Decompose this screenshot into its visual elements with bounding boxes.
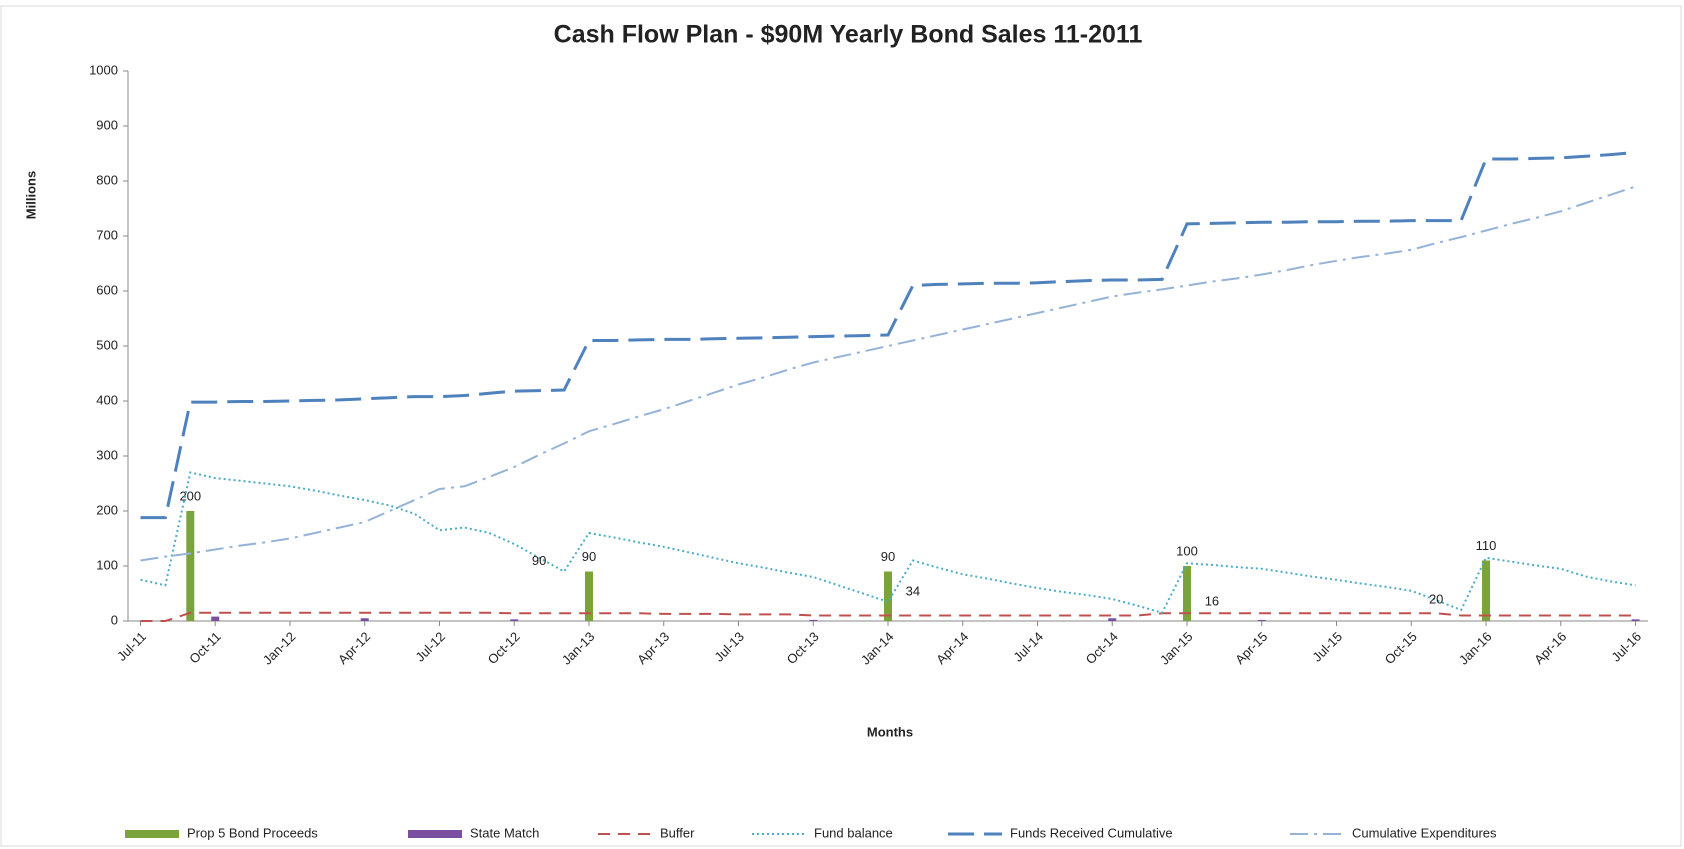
y-tick-label: 600 [96, 282, 118, 297]
y-tick-label: 100 [96, 557, 118, 572]
legend-label: Funds Received Cumulative [1010, 825, 1173, 840]
bar [1631, 619, 1640, 621]
y-tick-label: 1000 [89, 62, 118, 77]
x-axis-title: Months [867, 724, 913, 739]
y-tick-label: 500 [96, 337, 118, 352]
annotation: 34 [906, 584, 920, 599]
bar [360, 618, 369, 621]
bar [1482, 560, 1491, 621]
line-series [140, 471, 1636, 614]
bar [211, 616, 220, 621]
legend-label: Prop 5 Bond Proceeds [187, 825, 318, 840]
legend-label: State Match [470, 825, 539, 840]
data-label: 90 [881, 549, 895, 564]
data-label: 110 [1476, 538, 1497, 553]
y-tick-label: 200 [96, 502, 118, 517]
bar [809, 619, 818, 621]
line-series [140, 150, 1636, 520]
legend-label: Cumulative Expenditures [1352, 825, 1497, 840]
y-tick-label: 700 [96, 227, 118, 242]
y-tick-label: 800 [96, 172, 118, 187]
bar [510, 619, 519, 621]
chart-frame [0, 5, 1682, 847]
data-label: 90 [582, 549, 596, 564]
annotation: 20 [1429, 591, 1443, 606]
data-label: 100 [1176, 543, 1198, 558]
bar [884, 571, 892, 621]
y-tick-label: 900 [96, 117, 118, 132]
legend-swatch [408, 830, 462, 838]
annotation: 90 [532, 553, 546, 568]
data-label: 200 [179, 488, 201, 503]
y-tick-label: 400 [96, 392, 118, 407]
legend-swatch [125, 830, 179, 838]
bar [186, 511, 195, 621]
bar [584, 571, 593, 621]
line-series [140, 185, 1636, 562]
y-tick-label: 0 [111, 612, 118, 627]
bar [1183, 566, 1192, 621]
bar [1257, 619, 1266, 621]
y-axis-title: Millions [23, 171, 38, 219]
y-tick-label: 300 [96, 447, 118, 462]
line-series [140, 611, 1636, 622]
annotation: 16 [1205, 594, 1219, 609]
bar [1108, 618, 1117, 621]
legend-label: Buffer [660, 825, 695, 840]
legend-label: Fund balance [814, 825, 893, 840]
chart-title: Cash Flow Plan - $90M Yearly Bond Sales … [554, 21, 1143, 49]
